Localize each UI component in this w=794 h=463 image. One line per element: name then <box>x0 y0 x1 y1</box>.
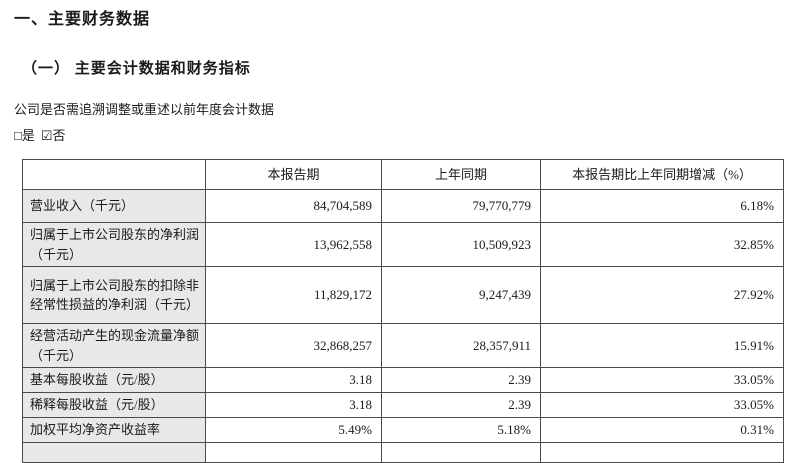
header-current-period: 本报告期 <box>205 159 382 191</box>
prior-period-cell: 10,509,923 <box>381 222 541 268</box>
row-label-cell: 营业收入（千元） <box>22 189 206 224</box>
row-label-cell: 归属于上市公司股东的净利润（千元） <box>22 222 206 268</box>
answer-yes-label: 是 <box>21 128 35 144</box>
section-heading: 一、主要财务数据 <box>14 11 151 28</box>
row-label-cell: 稀释每股收益（元/股） <box>22 392 206 419</box>
change-percent-cell: 33.05% <box>540 367 784 394</box>
current-period-cell: 84,704,589 <box>205 189 382 224</box>
prior-period-cell: 5.18% <box>381 417 541 443</box>
current-period-cell: 32,868,257 <box>205 323 382 369</box>
subsection-heading: （一） 主要会计数据和财务指标 <box>22 60 251 77</box>
row-label-cell: 经营活动产生的现金流量净额（千元） <box>22 323 206 369</box>
checkbox-unchecked-icon[interactable]: □ <box>14 128 22 144</box>
current-period-cell: 3.18 <box>205 392 382 419</box>
prior-period-cell: 79,770,779 <box>381 189 541 224</box>
table-row: 归属于上市公司股东的净利润（千元） 13,962,558 10,509,923 … <box>22 222 784 268</box>
row-label-cell <box>22 441 206 463</box>
current-period-cell: 3.18 <box>205 367 382 394</box>
current-period-cell: 11,829,172 <box>205 266 382 325</box>
table-row-partial <box>22 441 784 463</box>
header-empty-cell <box>22 159 206 191</box>
header-change-percent: 本报告期比上年同期增减（%） <box>540 159 784 191</box>
table-row: 营业收入（千元） 84,704,589 79,770,779 6.18% <box>22 189 784 224</box>
current-period-cell <box>205 441 382 463</box>
table-row: 归属于上市公司股东的扣除非经常性损益的净利润（千元） 11,829,172 9,… <box>22 266 784 325</box>
row-label-cell: 归属于上市公司股东的扣除非经常性损益的净利润（千元） <box>22 266 206 325</box>
table-row: 稀释每股收益（元/股） 3.18 2.39 33.05% <box>22 392 784 419</box>
change-percent-cell: 32.85% <box>540 222 784 268</box>
prior-period-cell <box>381 441 541 463</box>
prior-period-cell: 2.39 <box>381 367 541 394</box>
answer-option-yes: □是 <box>14 128 35 143</box>
financial-data-table: 本报告期 上年同期 本报告期比上年同期增减（%） 营业收入（千元） 84,704… <box>22 159 784 463</box>
change-percent-cell: 27.92% <box>540 266 784 325</box>
table-row: 基本每股收益（元/股） 3.18 2.39 33.05% <box>22 367 784 394</box>
header-prior-period: 上年同期 <box>381 159 541 191</box>
row-label-cell: 基本每股收益（元/股） <box>22 367 206 394</box>
prior-period-cell: 9,247,439 <box>381 266 541 325</box>
restatement-answer: □是 ☑否 <box>14 128 794 145</box>
change-percent-cell: 33.05% <box>540 392 784 419</box>
change-percent-cell <box>540 441 784 463</box>
current-period-cell: 5.49% <box>205 417 382 443</box>
change-percent-cell: 0.31% <box>540 417 784 443</box>
prior-period-cell: 28,357,911 <box>381 323 541 369</box>
table-row: 加权平均净资产收益率 5.49% 5.18% 0.31% <box>22 417 784 443</box>
prior-period-cell: 2.39 <box>381 392 541 419</box>
current-period-cell: 13,962,558 <box>205 222 382 268</box>
answer-option-no: ☑否 <box>41 128 66 143</box>
answer-no-label: 否 <box>52 128 66 144</box>
change-percent-cell: 6.18% <box>540 189 784 224</box>
table-header-row: 本报告期 上年同期 本报告期比上年同期增减（%） <box>22 159 784 191</box>
change-percent-cell: 15.91% <box>540 323 784 369</box>
row-label-cell: 加权平均净资产收益率 <box>22 417 206 443</box>
restatement-question: 公司是否需追溯调整或重述以前年度会计数据 <box>14 102 275 118</box>
checkbox-checked-icon[interactable]: ☑ <box>40 128 53 144</box>
table-row: 经营活动产生的现金流量净额（千元） 32,868,257 28,357,911 … <box>22 323 784 369</box>
